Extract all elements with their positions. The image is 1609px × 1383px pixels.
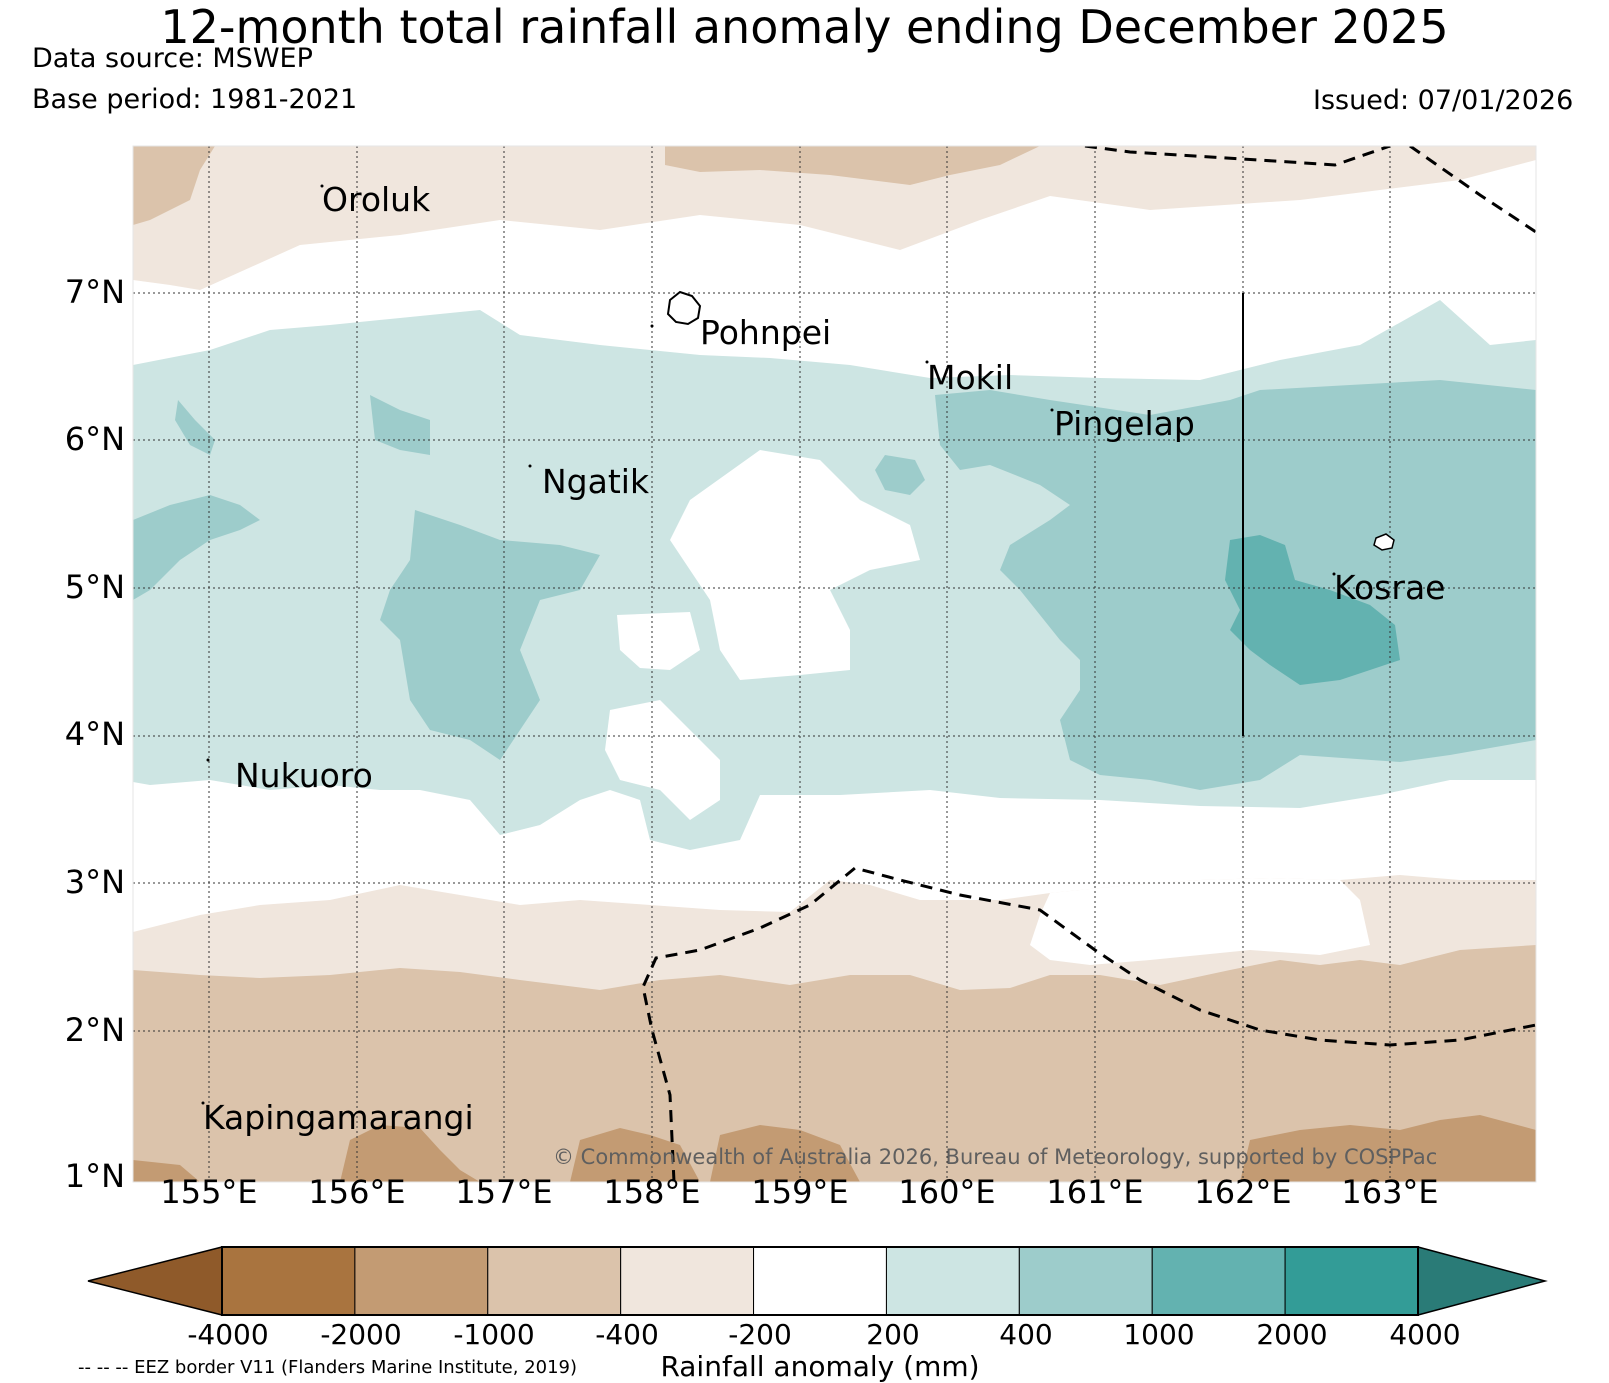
place-kapingamarangi: Kapingamarangi xyxy=(203,1098,474,1137)
kosrae-island-outline xyxy=(1373,533,1395,551)
north-dry-patch-1 xyxy=(133,146,215,225)
lon-label-160e: 160°E xyxy=(898,1173,996,1211)
place-kosrae: Kosrae xyxy=(1334,568,1446,607)
issued-date: Issued: 07/01/2026 xyxy=(1313,85,1574,116)
lon-label-159e: 159°E xyxy=(751,1173,849,1211)
south-dry-core-3 xyxy=(710,1125,860,1182)
place-ngatik: Ngatik xyxy=(542,462,650,501)
place-pohnpei: Pohnpei xyxy=(700,313,832,352)
lat-label-3n: 3°N xyxy=(64,863,125,901)
lon-label-158e: 158°E xyxy=(603,1173,701,1211)
anomaly-field xyxy=(133,146,1536,1182)
lon-label-162e: 162°E xyxy=(1194,1173,1292,1211)
lat-label-7n: 7°N xyxy=(64,273,125,311)
south-dry-core-1 xyxy=(340,1125,480,1182)
lat-label-2n: 2°N xyxy=(64,1011,125,1049)
lon-label-163e: 163°E xyxy=(1341,1173,1439,1211)
wet-patch-small-3 xyxy=(875,455,925,495)
plot-frame xyxy=(132,145,1537,1183)
pohnpei-island-outline xyxy=(666,290,702,326)
colorbar-segment xyxy=(885,1246,1020,1316)
colorbar-segment xyxy=(1284,1246,1419,1316)
colorbar-tick: -200 xyxy=(728,1318,792,1351)
lat-label-1n: 1°N xyxy=(64,1157,125,1195)
colorbar xyxy=(87,1246,1548,1316)
north-dry-patch-2 xyxy=(665,146,1040,185)
wet-patch-west xyxy=(133,495,260,600)
colorbar-segment xyxy=(753,1246,887,1316)
lon-label-157e: 157°E xyxy=(455,1173,553,1211)
colorbar-tick: -400 xyxy=(595,1318,659,1351)
colorbar-extend-low xyxy=(87,1246,223,1316)
dry-hole-west xyxy=(617,612,700,670)
colorbar-tick: -4000 xyxy=(187,1318,269,1351)
place-mokil: Mokil xyxy=(927,358,1014,397)
colorbar-tick: 2000 xyxy=(1256,1318,1328,1351)
colorbar-segment xyxy=(354,1246,489,1316)
colorbar-segment xyxy=(1151,1246,1286,1316)
colorbar-segment xyxy=(1018,1246,1153,1316)
base-period: Base period: 1981-2021 xyxy=(32,84,358,115)
colorbar-outline xyxy=(221,1246,1419,1316)
colorbar-extend-high xyxy=(1417,1246,1548,1316)
south-white-gap xyxy=(1030,878,1370,965)
place-markers xyxy=(201,184,1336,1105)
copyright-notice: © Commonwealth of Australia 2026, Bureau… xyxy=(553,1145,1438,1169)
colorbar-tick: -2000 xyxy=(320,1318,402,1351)
colorbar-tick: 400 xyxy=(999,1318,1053,1351)
south-dry-core-5 xyxy=(133,1160,200,1182)
eez-border xyxy=(641,146,1536,1182)
colorbar-title: Rainfall anomaly (mm) xyxy=(660,1350,980,1383)
colorbar-tick: 4000 xyxy=(1389,1318,1461,1351)
colorbar-tick: 1000 xyxy=(1123,1318,1195,1351)
wet-patch-centre-west xyxy=(380,510,600,760)
place-nukuoro: Nukuoro xyxy=(235,756,373,795)
north-dry-band xyxy=(133,146,1536,290)
colorbar-tick: -1000 xyxy=(453,1318,535,1351)
lon-label-155e: 155°E xyxy=(160,1173,258,1211)
place-pingelap: Pingelap xyxy=(1054,404,1195,443)
wet-core-kosrae xyxy=(1225,535,1400,685)
dry-hole-center xyxy=(670,450,920,680)
lon-label-161e: 161°E xyxy=(1046,1173,1144,1211)
data-source: Data source: MSWEP xyxy=(32,43,313,74)
colorbar-segment xyxy=(487,1246,622,1316)
map-title: 12-month total rainfall anomaly ending D… xyxy=(160,0,1449,54)
south-dry-core-4 xyxy=(1240,1115,1536,1182)
colorbar-segment xyxy=(221,1246,356,1316)
dry-hole-south xyxy=(605,700,720,820)
lon-label-156e: 156°E xyxy=(308,1173,406,1211)
lat-label-4n: 4°N xyxy=(64,715,125,753)
place-oroluk: Oroluk xyxy=(322,180,431,219)
lat-label-6n: 6°N xyxy=(64,420,125,458)
wet-patch-small-2 xyxy=(175,400,215,455)
colorbar-tick: 200 xyxy=(866,1318,920,1351)
lat-label-5n: 5°N xyxy=(64,568,125,606)
eez-legend-note: -- -- -- EEZ border V11 (Flanders Marine… xyxy=(78,1357,578,1378)
south-dry-core-2 xyxy=(570,1128,700,1182)
colorbar-segment xyxy=(620,1246,755,1316)
south-dry-band-medium xyxy=(133,945,1536,1182)
